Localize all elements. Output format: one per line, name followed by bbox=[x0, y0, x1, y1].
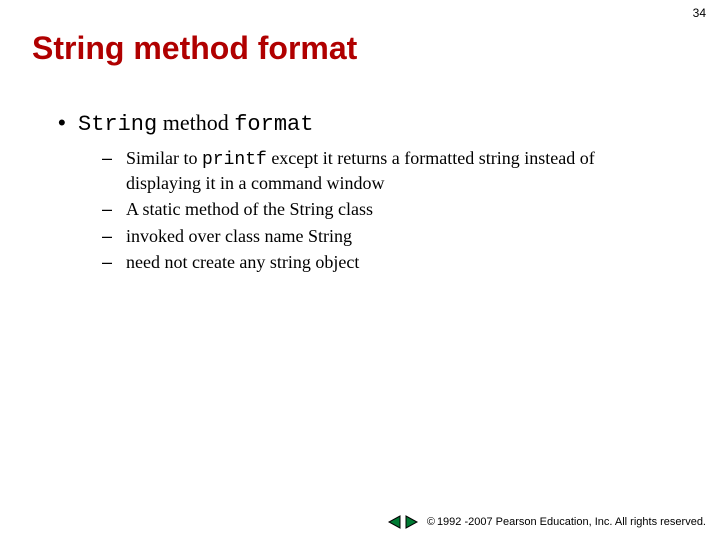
sub-bullet-dash: – bbox=[102, 199, 126, 220]
sub-bullet: –need not create any string object bbox=[102, 251, 680, 274]
sub-bullet: –Similar to printf except it returns a f… bbox=[102, 147, 680, 194]
sub-bullet-dash: – bbox=[102, 252, 126, 273]
footer: © 1992 -2007 Pearson Education, Inc. All… bbox=[387, 514, 706, 530]
bullet-mono-1: String bbox=[78, 112, 157, 137]
bullet-mono-2: format bbox=[234, 112, 313, 137]
sub-bullet-text: A static method of the String class bbox=[126, 198, 373, 221]
sub-bullet-text: invoked over class name String bbox=[126, 225, 352, 248]
nav-prev-button[interactable] bbox=[387, 514, 403, 530]
page-number: 34 bbox=[693, 6, 706, 20]
sub-bullet-text: Similar to printf except it returns a fo… bbox=[126, 147, 666, 194]
copyright-symbol: © bbox=[427, 516, 435, 528]
sub-bullet-list: –Similar to printf except it returns a f… bbox=[102, 147, 680, 274]
sub-bullet: –invoked over class name String bbox=[102, 225, 680, 248]
triangle-right-icon bbox=[403, 514, 419, 530]
copyright-text: 1992 -2007 Pearson Education, Inc. All r… bbox=[437, 516, 706, 528]
slide-title: String method format bbox=[32, 30, 357, 67]
sub-bullet-dash: – bbox=[102, 148, 126, 169]
nav-next-button[interactable] bbox=[403, 514, 419, 530]
triangle-left-icon bbox=[387, 514, 403, 530]
content-area: • String method format –Similar to print… bbox=[58, 110, 680, 278]
bullet-dot: • bbox=[58, 110, 78, 136]
nav-buttons bbox=[387, 514, 419, 530]
bullet-text: String method format bbox=[78, 110, 313, 137]
sub-bullet: –A static method of the String class bbox=[102, 198, 680, 221]
sub-bullet-dash: – bbox=[102, 226, 126, 247]
bullet-mid: method bbox=[157, 110, 234, 135]
sub-bullet-text: need not create any string object bbox=[126, 251, 359, 274]
bullet-level1: • String method format bbox=[58, 110, 680, 137]
